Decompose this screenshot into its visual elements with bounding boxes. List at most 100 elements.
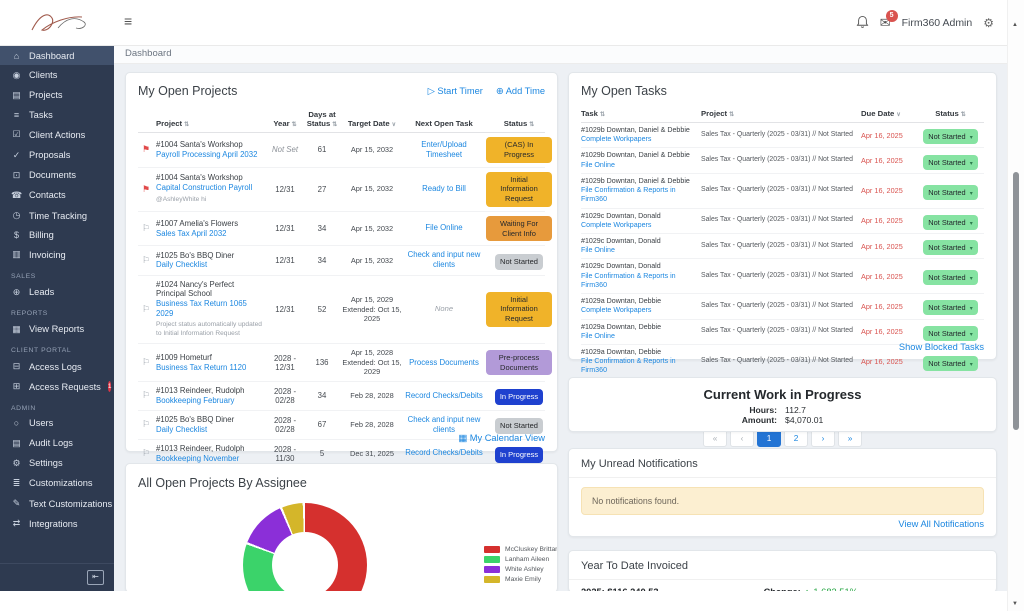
task-link[interactable]: File Online [581, 246, 615, 255]
project-status-chip[interactable]: Pre-process Documents [486, 349, 552, 376]
hamburger-menu-icon[interactable]: ≡ [124, 13, 133, 29]
next-open-task-link[interactable]: File Online [425, 223, 463, 233]
sidebar-item-dashboard[interactable]: ⌂ Dashboard [0, 46, 114, 66]
task-link[interactable]: Complete Workpapers [581, 220, 652, 229]
account-menu[interactable]: Firm360 Admin [901, 16, 973, 29]
project-link[interactable]: Bookkeeping February [156, 395, 235, 405]
task-status-dropdown[interactable]: Not Started ▾ [923, 214, 978, 230]
sidebar-item-users[interactable]: ○ Users [0, 414, 114, 433]
task-status-dropdown[interactable]: Not Started ▾ [923, 355, 978, 371]
sidebar-item-projects[interactable]: ▤ Projects [0, 85, 114, 105]
project-status-chip[interactable]: Waiting For Client Info [486, 215, 552, 242]
task-status-dropdown[interactable]: Not Started ▾ [923, 154, 978, 170]
flag-icon[interactable]: ⚐ [141, 303, 151, 314]
next-open-task-link[interactable]: Enter/Upload Timesheet [421, 139, 467, 159]
sidebar-item-access-logs[interactable]: ⊟ Access Logs [0, 356, 114, 376]
column-header-status[interactable]: Status ⇅ [503, 119, 535, 128]
vertical-scrollbar[interactable]: ▲ ▼ [1007, 0, 1024, 611]
project-status-chip[interactable]: Initial Information Request [486, 291, 552, 327]
task-link[interactable]: Complete Workpapers [581, 135, 652, 144]
column-header-status[interactable]: Status ⇅ [935, 109, 966, 118]
messages-envelope-icon[interactable]: ✉ 5 [880, 10, 898, 29]
project-link[interactable]: Business Tax Return 1065 2029 [156, 298, 247, 318]
sidebar-item-contacts[interactable]: ☎ Contacts [0, 185, 114, 205]
my-calendar-view-link[interactable]: ▦ My Calendar View [458, 433, 545, 444]
sidebar-item-tasks[interactable]: ≡ Tasks [0, 106, 114, 125]
project-link[interactable]: Daily Checklist [156, 260, 208, 270]
next-open-task-link[interactable]: Ready to Bill [422, 184, 466, 194]
sidebar-item-documents[interactable]: ⊡ Documents [0, 165, 114, 185]
task-status-dropdown[interactable]: Not Started ▾ [923, 325, 978, 341]
task-link[interactable]: File Confirmation & Reports in Firm360 [581, 186, 676, 204]
project-link[interactable]: Bookkeeping November [156, 453, 240, 463]
column-header-days-at-status[interactable]: Days at Status ⇅ [306, 110, 338, 128]
sidebar-item-billing[interactable]: $ Billing [0, 226, 114, 245]
sidebar-collapse-button[interactable]: ⇤ [87, 570, 104, 585]
sidebar-item-audit-logs[interactable]: ▤ Audit Logs [0, 433, 114, 453]
task-link[interactable]: File Online [581, 331, 615, 340]
view-all-notifications-link[interactable]: View All Notifications [898, 519, 984, 529]
start-timer-button[interactable]: ▷ Start Timer [428, 86, 483, 97]
notifications-bell-icon[interactable] [856, 15, 869, 31]
project-link[interactable]: Daily Checklist [156, 424, 208, 434]
task-link[interactable]: File Online [581, 160, 615, 169]
task-link[interactable]: Complete Workpapers [581, 306, 652, 315]
column-header-next-open-task[interactable]: Next Open Task [415, 119, 473, 128]
next-open-task-link[interactable]: Record Checks/Debits [405, 448, 483, 458]
column-header-year[interactable]: Year ⇅ [273, 119, 297, 128]
sidebar-item-text-customizations[interactable]: ✎ Text Customizations [0, 494, 114, 514]
project-status-chip[interactable]: Not Started [495, 254, 543, 270]
sidebar-item-settings[interactable]: ⚙ Settings [0, 453, 114, 473]
column-header-target-date[interactable]: Target Date ∨ [347, 119, 397, 128]
next-open-task-link[interactable]: Check and input new clients [407, 250, 481, 270]
show-blocked-tasks-link[interactable]: Show Blocked Tasks [898, 342, 984, 352]
sidebar-item-leads[interactable]: ⊕ Leads [0, 282, 114, 302]
sidebar-item-view-reports[interactable]: ▦ View Reports [0, 319, 114, 339]
task-status-dropdown[interactable]: Not Started ▾ [923, 240, 978, 256]
column-header-due-date[interactable]: Due Date ∨ [861, 109, 901, 118]
project-link[interactable]: Sales Tax April 2032 [156, 228, 227, 238]
pagination-button-[interactable]: « [703, 429, 727, 448]
flag-icon-red[interactable]: ⚑ [141, 183, 151, 194]
next-open-task-link[interactable]: Process Documents [409, 357, 479, 367]
project-status-chip[interactable]: In Progress [494, 447, 544, 463]
scrollbar-down-arrow[interactable]: ▼ [1012, 601, 1018, 607]
task-link[interactable]: File Confirmation & Reports in Firm360 [581, 271, 676, 289]
flag-icon[interactable]: ⚐ [141, 254, 151, 265]
sidebar-item-invoicing[interactable]: ▥ Invoicing [0, 245, 114, 265]
scrollbar-up-arrow[interactable]: ▲ [1012, 22, 1018, 28]
next-open-task-link[interactable]: Record Checks/Debits [405, 390, 483, 400]
add-time-button[interactable]: ⊕ Add Time [496, 86, 545, 97]
project-link[interactable]: Capital Construction Payroll [156, 183, 253, 193]
task-status-dropdown[interactable]: Not Started ▾ [923, 270, 978, 286]
flag-icon[interactable]: ⚐ [141, 448, 151, 459]
flag-icon[interactable]: ⚐ [141, 390, 151, 401]
sidebar-item-time-tracking[interactable]: ◷ Time Tracking [0, 206, 114, 226]
project-status-chip[interactable]: (CAS) In Progress [486, 137, 552, 163]
project-link[interactable]: Business Tax Return 1120 [156, 362, 247, 372]
account-settings-gear-icon[interactable]: ⚙ [983, 15, 994, 30]
sidebar-item-customizations[interactable]: ≣ Customizations [0, 473, 114, 493]
sidebar-item-access-requests[interactable]: ⊞ Access Requests 1 [0, 377, 114, 397]
project-link[interactable]: Payroll Processing April 2032 [156, 149, 258, 159]
scrollbar-thumb[interactable] [1013, 172, 1019, 430]
flag-icon[interactable]: ⚐ [141, 223, 151, 233]
task-link[interactable]: File Confirmation & Reports in Firm360 [581, 357, 676, 375]
sidebar-item-proposals[interactable]: ✓ Proposals [0, 145, 114, 165]
sidebar-item-client-actions[interactable]: ☑ Client Actions [0, 125, 114, 145]
sidebar-item-clients[interactable]: ◉ Clients [0, 65, 114, 85]
task-status-dropdown[interactable]: Not Started ▾ [923, 300, 978, 316]
project-status-chip[interactable]: Not Started [495, 418, 543, 435]
column-header-project[interactable]: Project ⇅ [701, 109, 735, 118]
project-status-chip[interactable]: Initial Information Request [486, 171, 552, 207]
task-status-dropdown[interactable]: Not Started ▾ [923, 184, 978, 200]
next-open-task-link[interactable]: Check and input new clients [407, 414, 481, 434]
column-header-task[interactable]: Task ⇅ [581, 109, 605, 118]
project-status-chip[interactable]: In Progress [494, 389, 544, 406]
task-status-dropdown[interactable]: Not Started ▾ [923, 129, 978, 145]
column-header-project[interactable]: Project ⇅ [156, 119, 190, 128]
flag-icon[interactable]: ⚐ [141, 357, 151, 368]
flag-icon[interactable]: ⚐ [141, 419, 151, 430]
sidebar-item-integrations[interactable]: ⇄ Integrations [0, 514, 114, 534]
flag-icon-red[interactable]: ⚑ [141, 144, 151, 155]
